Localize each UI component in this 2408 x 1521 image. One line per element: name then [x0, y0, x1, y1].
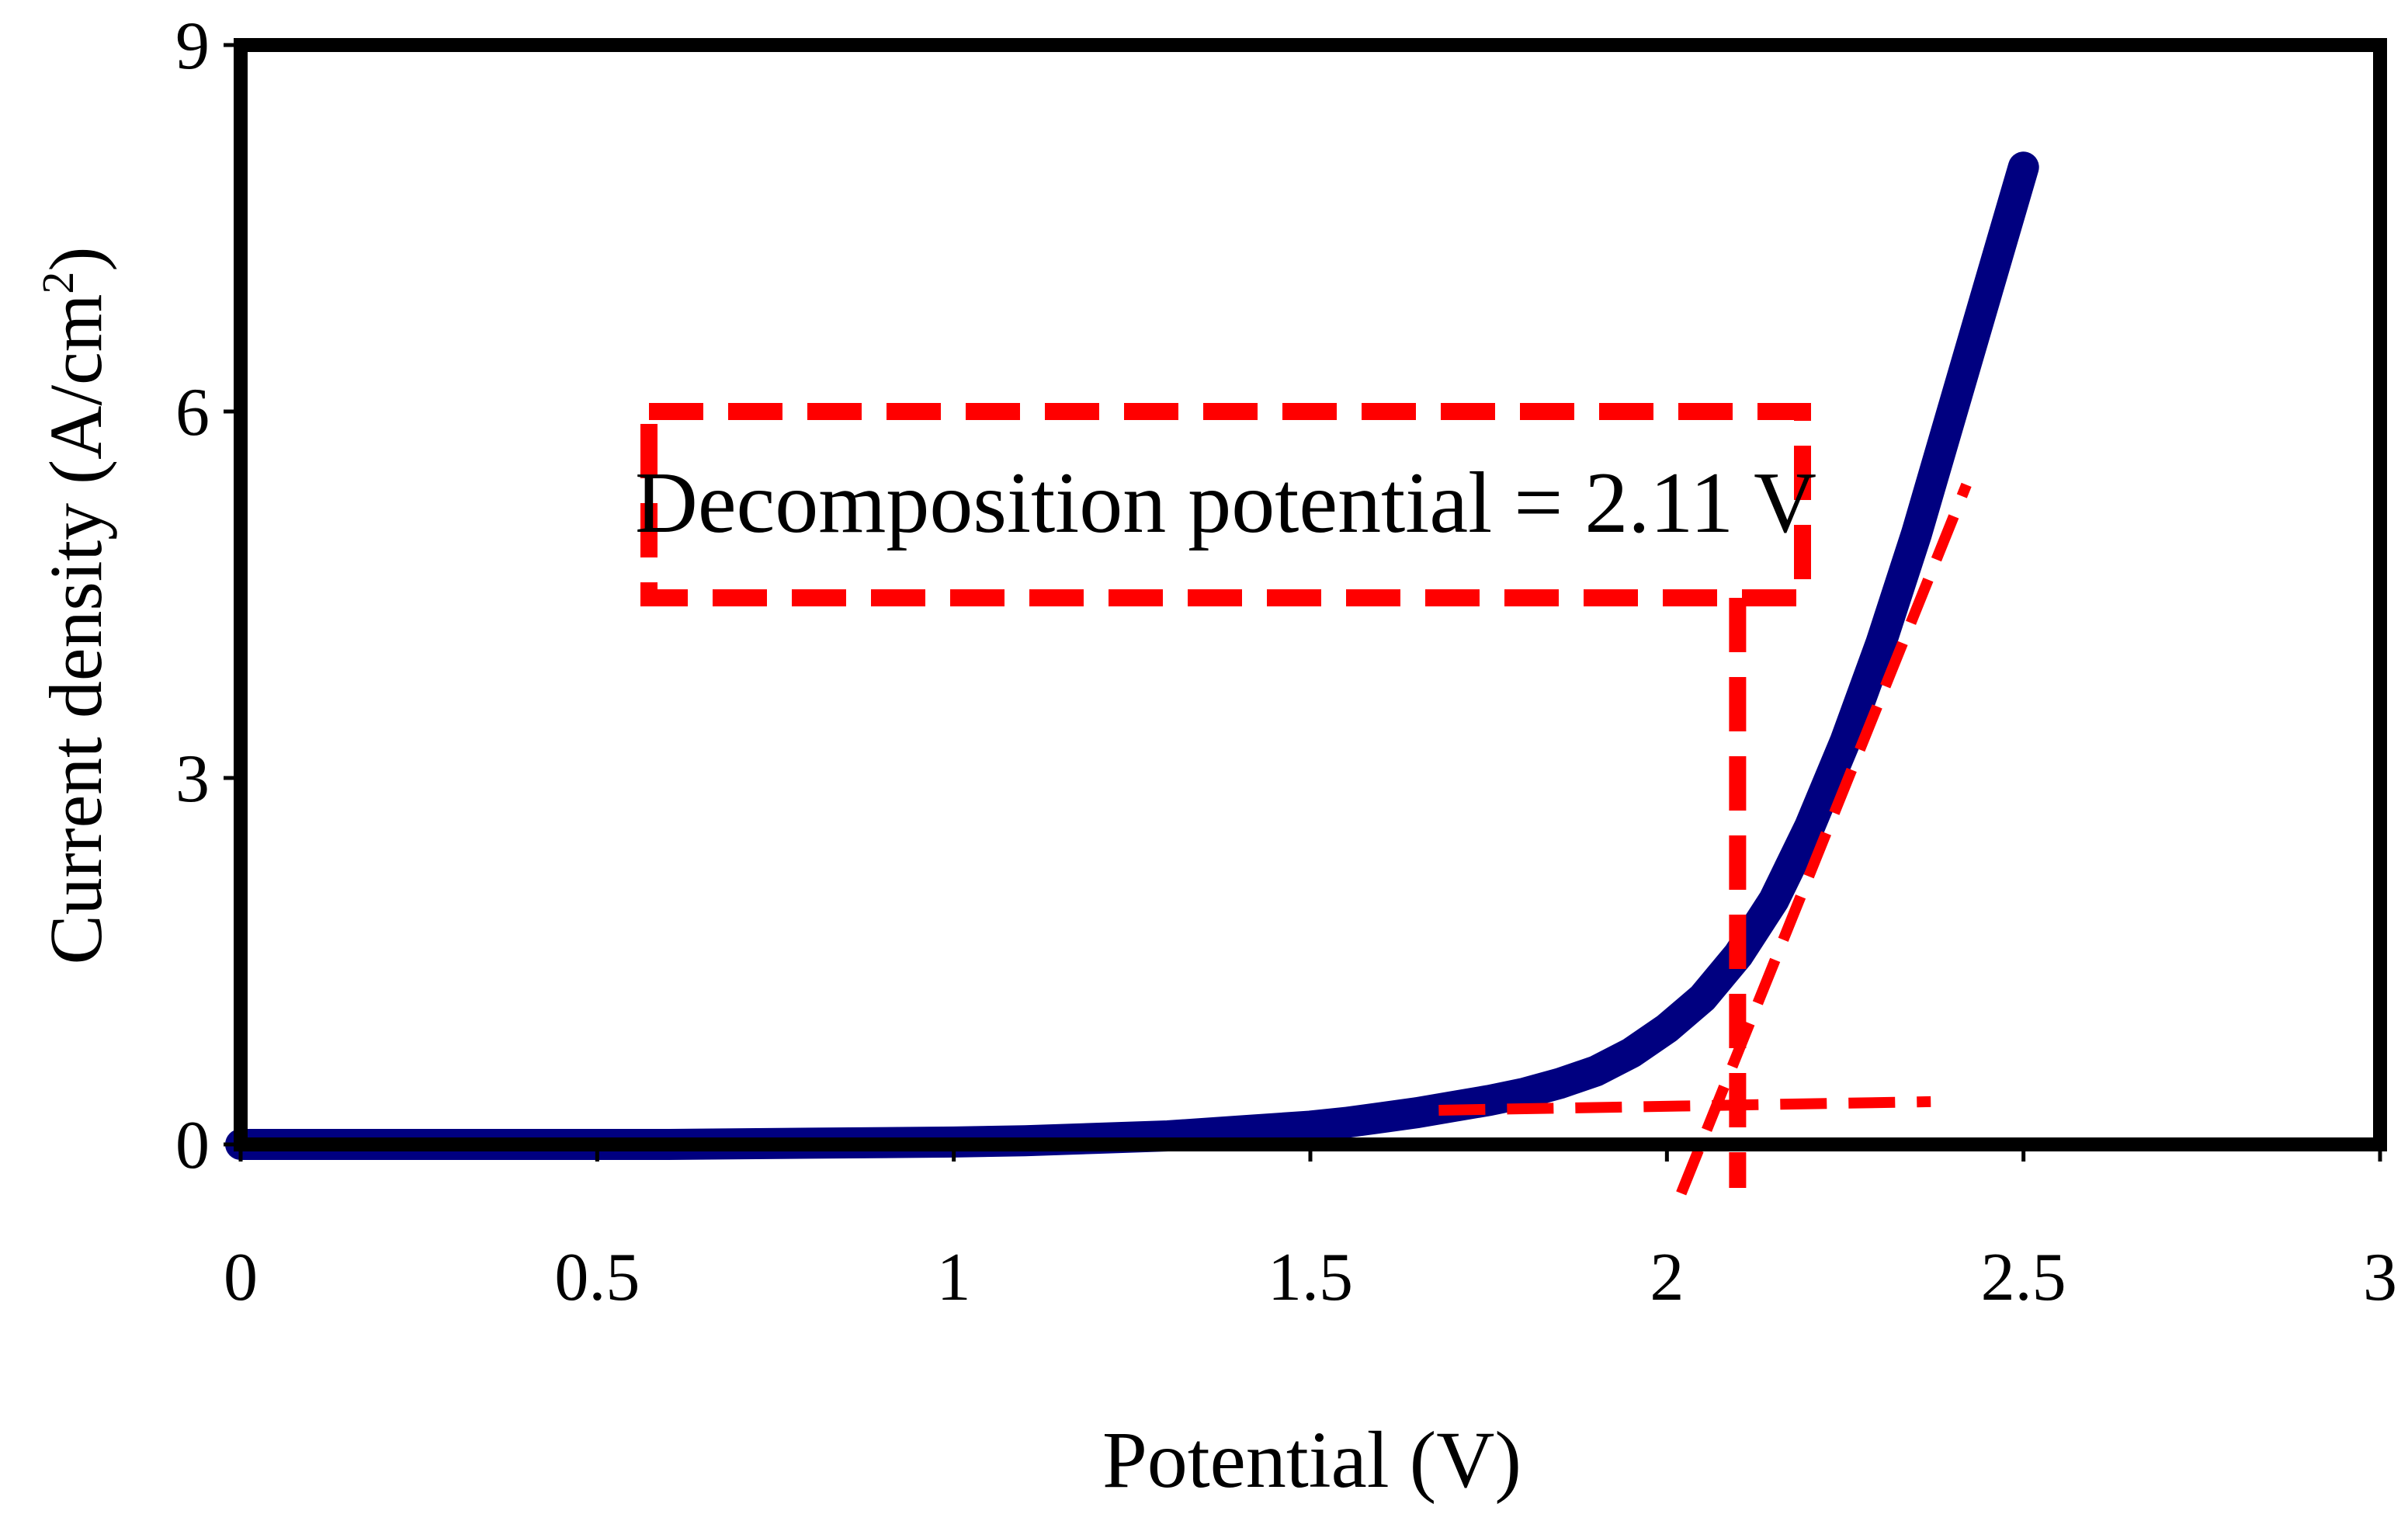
x-tick-label: 2.5	[1981, 1240, 2066, 1315]
axes	[224, 38, 2387, 1162]
data-point	[1807, 824, 1813, 829]
annotation-box	[640, 403, 1811, 606]
data-point	[1343, 1120, 1348, 1125]
data-point	[1379, 1115, 1384, 1120]
x-tick-label: 2	[1650, 1240, 1684, 1315]
data-point	[1237, 1128, 1242, 1134]
data-point	[1629, 1050, 1634, 1055]
x-tick-label: 0.5	[554, 1240, 640, 1315]
data-point	[1557, 1081, 1563, 1086]
x-tick-label: 1	[937, 1240, 971, 1315]
y-tick-label: 0	[175, 1108, 210, 1183]
data-point	[1593, 1068, 1598, 1074]
y-axis-title-superscript: 2	[33, 272, 83, 294]
data-point	[1843, 738, 1848, 744]
data-point	[1521, 1090, 1527, 1096]
annotation-text: Decomposition potential = 2.11 V	[635, 455, 1816, 551]
baseline-tangent-line	[1438, 1096, 1931, 1116]
y-tick-label: 9	[175, 9, 210, 84]
data-point	[1700, 995, 1705, 1001]
data-point	[1664, 1026, 1670, 1031]
y-axis-title-main: Current density (A/cm	[34, 294, 117, 965]
y-tick-label: 3	[175, 741, 210, 817]
y-axis-title: Current density (A/cm2)	[33, 247, 117, 965]
data-point	[2021, 165, 2026, 170]
data-point	[1414, 1110, 1420, 1116]
data-point	[1486, 1098, 1491, 1103]
annotation-box-layer: Decomposition potential = 2.11 V	[635, 403, 1816, 1188]
x-axis-title: Potential (V)	[1102, 1415, 1521, 1505]
x-tick-label: 1.5	[1268, 1240, 1353, 1315]
data-point	[1914, 531, 1919, 537]
data-point	[1165, 1134, 1171, 1138]
annotation-layer	[1438, 482, 1972, 1196]
data-point	[1985, 286, 1990, 292]
data-point	[1878, 641, 1883, 646]
y-axis-title-close: )	[34, 247, 117, 272]
x-tick-label: 3	[2363, 1240, 2397, 1315]
data-point	[1308, 1123, 1313, 1129]
tick-labels: 0 3 6 9 0 0.5 1 1.5 2 2.5 3	[175, 9, 2397, 1315]
data-point	[1949, 409, 1955, 414]
steep-tangent-line	[1676, 482, 1972, 1196]
x-tick-label: 0	[224, 1240, 258, 1315]
data-point	[1771, 898, 1777, 903]
y-tick-label: 6	[175, 375, 210, 450]
